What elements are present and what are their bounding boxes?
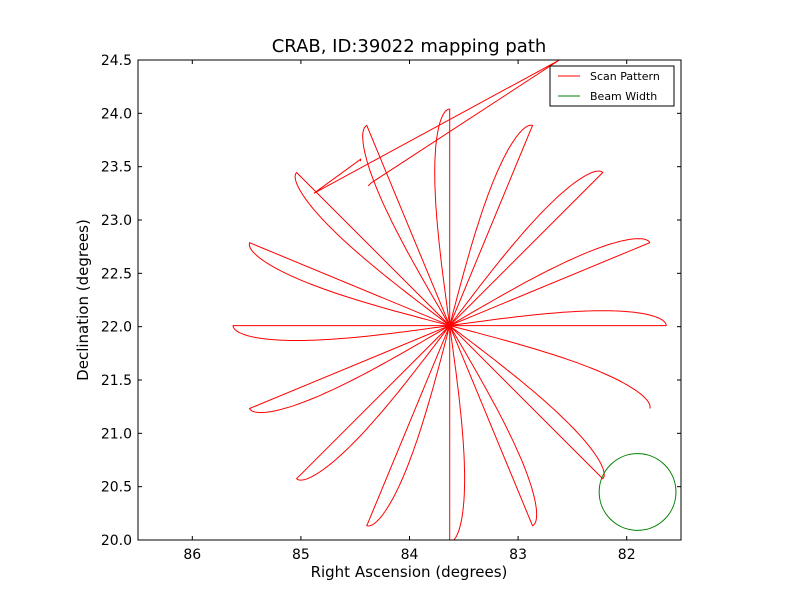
beam-width-circle — [598, 453, 677, 531]
y-tick-label: 21.0 — [101, 426, 132, 442]
y-tick-label: 23.0 — [101, 213, 132, 229]
legend-box — [549, 65, 675, 107]
legend: Scan Pattern Beam Width — [549, 65, 675, 107]
plot-series — [232, 60, 677, 540]
scan-pattern-line — [232, 108, 667, 540]
x-tick-label: 86 — [183, 547, 201, 563]
x-axis-label: Right Ascension (degrees) — [311, 563, 508, 581]
chart-title: CRAB, ID:39022 mapping path — [272, 36, 547, 57]
x-tick-label: 82 — [618, 547, 636, 563]
x-tick-label: 83 — [509, 547, 527, 563]
scan-entry-path — [313, 60, 560, 194]
y-tick-label: 22.0 — [101, 320, 132, 336]
y-tick-label: 20.0 — [101, 533, 132, 549]
y-tick-label: 20.5 — [101, 480, 132, 496]
y-tick-label: 24.0 — [101, 106, 132, 122]
y-tick-label: 24.5 — [101, 53, 132, 69]
x-tick-label: 84 — [401, 547, 419, 563]
y-axis-ticks: 20.0 20.5 21.0 21.5 22.0 22.5 23.0 23.5 24.0 24.5 — [101, 53, 681, 549]
x-tick-label: 85 — [292, 547, 310, 563]
y-tick-label: 23.5 — [101, 160, 132, 176]
x-axis-ticks: 86 85 84 83 82 — [183, 60, 636, 563]
legend-label-beam-width: Beam Width — [590, 90, 657, 103]
y-tick-label: 22.5 — [101, 266, 132, 282]
y-tick-label: 21.5 — [101, 373, 132, 389]
y-axis-label: Declination (degrees) — [74, 219, 92, 381]
legend-label-scan-pattern: Scan Pattern — [590, 70, 660, 83]
